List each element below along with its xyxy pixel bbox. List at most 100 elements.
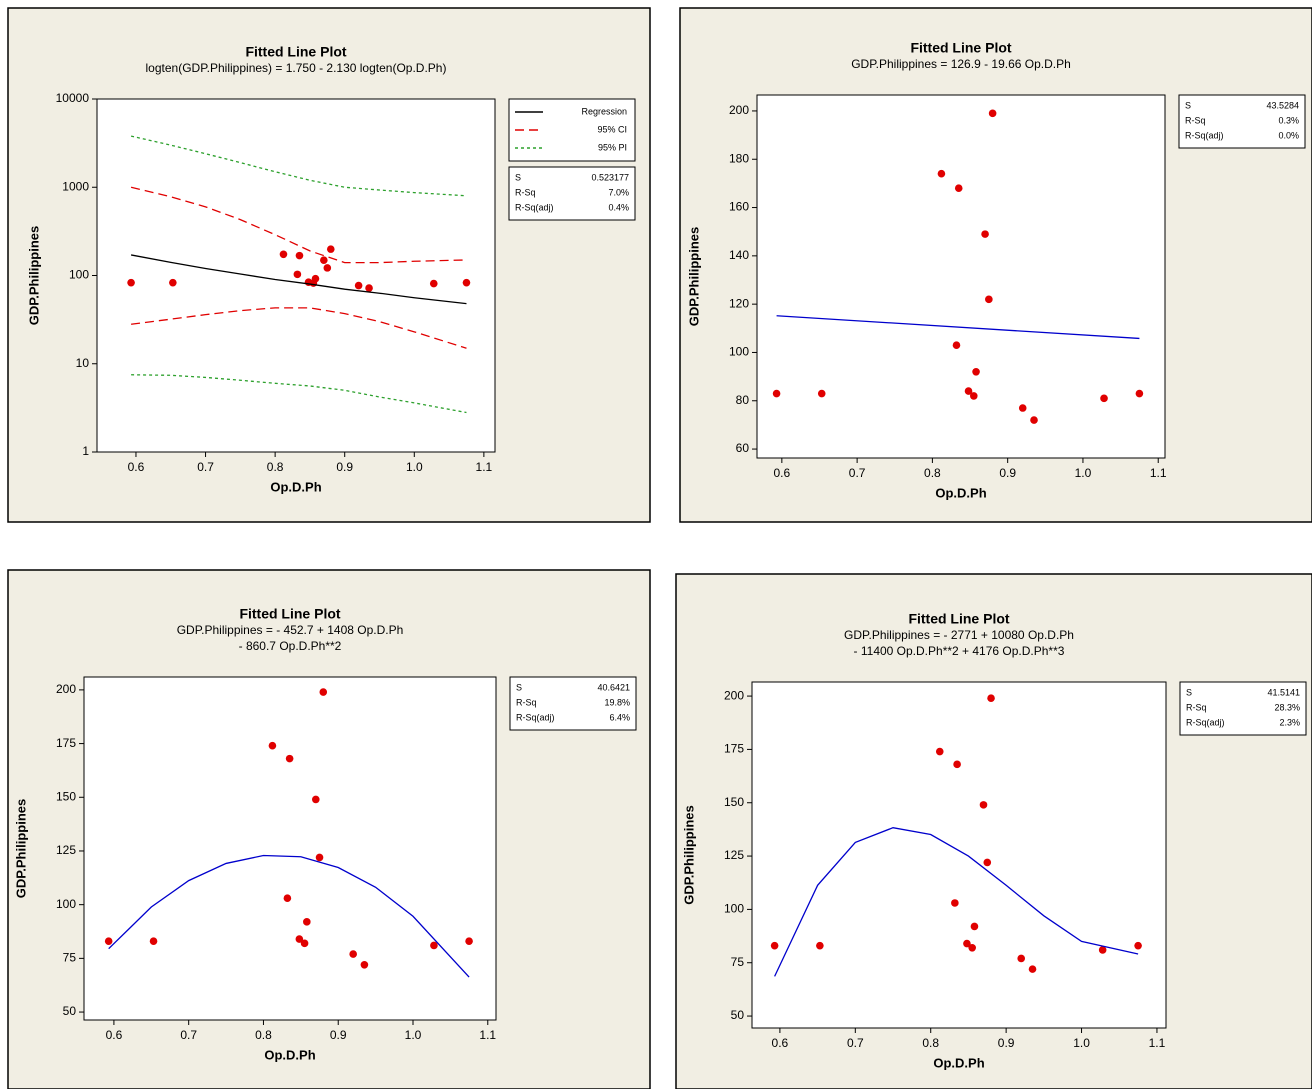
y-axis-label: GDP.Philippines xyxy=(686,227,701,326)
x-tick-label: 0.7 xyxy=(180,1028,197,1042)
x-tick-label: 1.1 xyxy=(476,460,493,474)
data-point xyxy=(283,894,292,903)
data-point xyxy=(1100,394,1108,403)
fit-line xyxy=(130,135,467,197)
data-point xyxy=(972,367,980,376)
data-point xyxy=(1134,941,1142,950)
x-tick-label: 1.0 xyxy=(406,460,423,474)
chart-title: Fitted Line Plot xyxy=(910,40,1011,56)
stats-value: 19.8% xyxy=(604,697,630,707)
stats-value: 28.3% xyxy=(1274,702,1300,712)
chart-subtitle: - 11400 Op.D.Ph**2 + 4176 Op.D.Ph**3 xyxy=(854,644,1065,658)
stats-label: R-Sq(adj) xyxy=(515,202,554,212)
data-point xyxy=(1018,404,1027,412)
data-point xyxy=(817,389,826,398)
y-tick-label: 150 xyxy=(56,789,76,803)
y-tick-label: 10 xyxy=(76,356,90,370)
data-point xyxy=(311,795,320,804)
x-tick-label: 0.9 xyxy=(999,466,1016,480)
x-tick-label: 0.6 xyxy=(106,1028,123,1042)
stats-label: S xyxy=(1186,687,1192,697)
data-point xyxy=(149,937,158,945)
chart-title: Fitted Line Plot xyxy=(245,44,346,60)
fit-line xyxy=(130,254,467,305)
y-tick-label: 100 xyxy=(724,902,744,916)
chart-subtitle: - 860.7 Op.D.Ph**2 xyxy=(239,639,342,653)
data-point xyxy=(770,941,779,950)
x-tick-label: 1.1 xyxy=(1150,466,1167,480)
y-tick-label: 50 xyxy=(731,1008,745,1022)
stats-value: 0.523177 xyxy=(591,172,629,182)
legend-label: 95% CI xyxy=(597,124,627,134)
fit-line xyxy=(131,307,467,349)
y-tick-label: 150 xyxy=(724,795,744,809)
x-tick-label: 1.1 xyxy=(479,1028,496,1042)
fit-line xyxy=(776,315,1140,340)
x-tick-label: 1.0 xyxy=(405,1028,422,1042)
stats-label: R-Sq(adj) xyxy=(1185,130,1224,140)
data-point xyxy=(1135,389,1144,398)
data-point xyxy=(465,937,473,945)
y-tick-label: 80 xyxy=(736,393,750,407)
data-point xyxy=(968,943,976,952)
stats-box xyxy=(1179,681,1307,736)
stats-label: R-Sq xyxy=(1185,115,1206,125)
data-point xyxy=(953,760,961,769)
chart-subtitle: GDP.Philippines = 126.9 - 19.66 Op.D.Ph xyxy=(851,57,1071,71)
y-tick-label: 1 xyxy=(82,444,89,458)
x-tick-label: 1.0 xyxy=(1075,466,1092,480)
data-point xyxy=(303,918,311,926)
x-tick-label: 0.9 xyxy=(336,460,353,474)
data-point xyxy=(963,939,971,948)
stats-value: 0.3% xyxy=(1278,115,1299,125)
x-tick-label: 0.8 xyxy=(267,460,284,474)
data-point xyxy=(462,278,471,287)
y-tick-label: 160 xyxy=(729,200,749,214)
data-point xyxy=(1017,954,1026,963)
y-tick-label: 60 xyxy=(736,441,750,455)
data-point xyxy=(360,961,369,969)
data-point xyxy=(772,389,781,398)
legend-label: Regression xyxy=(581,106,627,116)
x-tick-label: 1.1 xyxy=(1149,1036,1166,1050)
data-point xyxy=(985,295,993,304)
y-tick-label: 200 xyxy=(729,103,749,117)
data-point xyxy=(326,245,335,253)
data-point xyxy=(279,250,288,259)
data-point xyxy=(320,256,328,265)
stats-value: 0.4% xyxy=(608,202,629,212)
data-point xyxy=(104,937,113,945)
fit-line xyxy=(130,186,467,264)
data-point xyxy=(323,264,332,272)
data-point xyxy=(987,694,995,703)
panel: Fitted Line Plotlogten(GDP.Philippines) … xyxy=(7,7,651,523)
data-point xyxy=(429,279,438,288)
y-axis-label: GDP.Philippines xyxy=(681,805,696,904)
data-point xyxy=(354,281,363,290)
data-point xyxy=(988,109,997,118)
data-point xyxy=(983,858,992,867)
stats-label: R-Sq(adj) xyxy=(516,712,555,722)
y-tick-label: 125 xyxy=(724,848,744,862)
x-tick-label: 0.8 xyxy=(922,1036,939,1050)
x-tick-label: 1.0 xyxy=(1073,1036,1090,1050)
stats-label: R-Sq xyxy=(515,187,536,197)
plot-area xyxy=(751,681,1167,1029)
x-axis-label: Op.D.Ph xyxy=(933,1055,984,1070)
data-point xyxy=(365,284,373,292)
data-point xyxy=(127,278,135,287)
data-point xyxy=(951,899,959,907)
data-point xyxy=(169,278,177,287)
x-axis-label: Op.D.Ph xyxy=(935,485,986,500)
y-tick-label: 50 xyxy=(63,1004,77,1018)
stats-value: 2.3% xyxy=(1279,717,1300,727)
x-tick-label: 0.6 xyxy=(772,1036,789,1050)
data-point xyxy=(293,270,302,279)
data-point xyxy=(969,392,978,400)
data-point xyxy=(300,939,309,948)
x-tick-label: 0.7 xyxy=(197,460,214,474)
y-tick-label: 200 xyxy=(56,682,76,696)
